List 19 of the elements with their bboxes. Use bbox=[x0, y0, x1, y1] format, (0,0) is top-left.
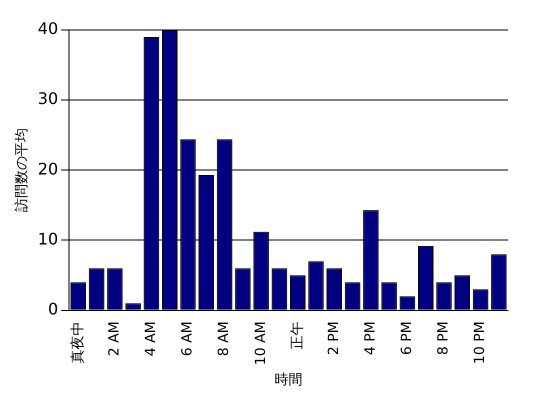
x-tick-label: 8 PM bbox=[436, 321, 452, 356]
x-axis-title: 時間 bbox=[274, 372, 303, 388]
y-axis-title: 訪問数の平均 bbox=[14, 128, 30, 212]
x-tick-label: 4 PM bbox=[362, 321, 379, 356]
x-tick-label: 2 AM bbox=[106, 321, 123, 356]
y-tick-label: 40 bbox=[38, 19, 58, 38]
x-tick-label: 正午 bbox=[289, 321, 306, 350]
x-tick-label: 4 AM bbox=[143, 321, 160, 356]
y-tick-label: 0 bbox=[48, 299, 58, 318]
x-tick-label: 6 AM bbox=[180, 321, 196, 356]
x-tick-label: 8 AM bbox=[216, 321, 232, 356]
x-tick-label: 真夜中 bbox=[70, 321, 86, 364]
x-tick-label: 2 PM bbox=[326, 321, 342, 356]
y-tick-label: 30 bbox=[38, 89, 58, 108]
x-tick-label: 6 PM bbox=[399, 321, 416, 356]
y-tick-label: 20 bbox=[38, 159, 58, 178]
x-tick-label: 10 PM bbox=[472, 321, 488, 364]
x-tick-label: 10 AM bbox=[252, 321, 269, 366]
y-tick-label: 10 bbox=[38, 229, 58, 248]
